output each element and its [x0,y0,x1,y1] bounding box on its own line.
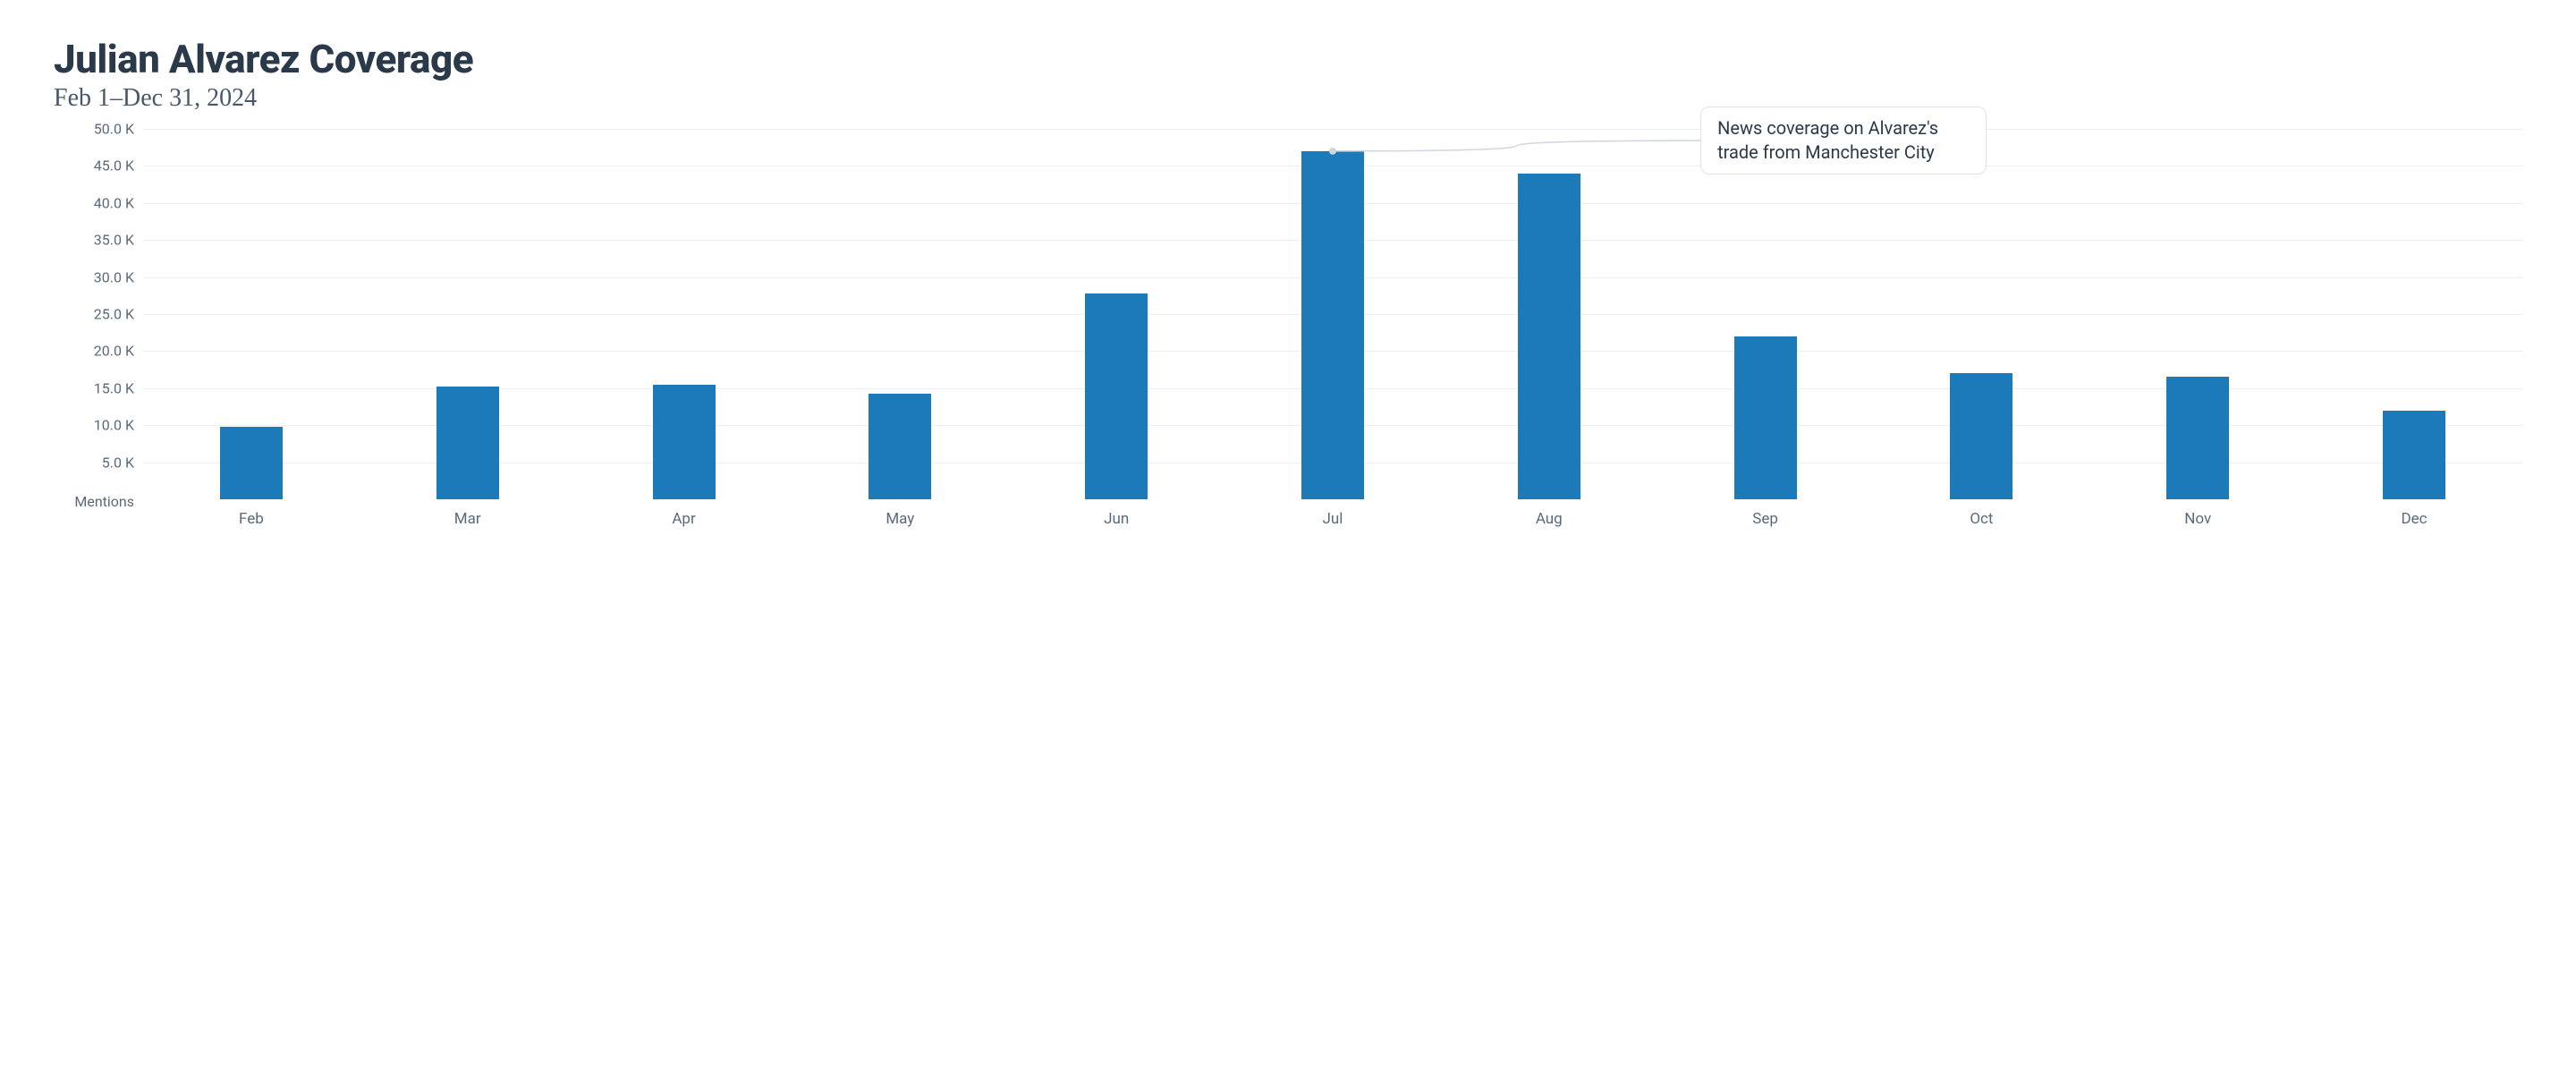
bar-cell [143,129,360,499]
chart-title: Julian Alvarez Coverage [54,36,2522,82]
x-tick-label: Feb [143,510,360,540]
y-tick-label: 5.0 K [102,454,134,471]
bar-cell [1008,129,1224,499]
y-tick-label: 25.0 K [94,306,134,323]
x-tick-label: Aug [1441,510,1657,540]
x-tick-label: Sep [1657,510,1874,540]
chart-container: Mentions 5.0 K 10.0 K 15.0 K 20.0 K 25.0 K 30… [54,129,2522,540]
x-tick-label: Dec [2306,510,2522,540]
bar-cell [360,129,576,499]
bar [1301,151,1364,499]
plot-area: FebMarAprMayJunJulAugSepOctNovDec News c… [143,129,2522,540]
y-tick-label: 45.0 K [94,157,134,174]
bar [1950,373,2012,499]
x-tick-label: Oct [1874,510,2090,540]
annotation-callout: News coverage on Alvarez's trade from Ma… [1700,106,1987,174]
bar [1734,336,1797,499]
bar [436,387,499,499]
bar [869,394,931,499]
bar-cell [1441,129,1657,499]
y-tick-label: 30.0 K [94,268,134,285]
x-tick-label: Jun [1008,510,1224,540]
x-tick-label: Nov [2089,510,2306,540]
bars-row [143,129,2522,499]
x-axis-labels: FebMarAprMayJunJulAugSepOctNovDec [143,510,2522,540]
bar-cell [792,129,1008,499]
y-tick-label: 10.0 K [94,417,134,434]
bar [2166,377,2229,499]
bar-cell [576,129,792,499]
y-tick-label: 20.0 K [94,343,134,360]
bar [1518,174,1580,499]
chart-header: Julian Alvarez Coverage Feb 1–Dec 31, 20… [54,36,2522,113]
y-tick-label: 35.0 K [94,232,134,249]
bar [653,385,716,499]
x-tick-label: Jul [1224,510,1441,540]
bar-cell [1874,129,2090,499]
bar [220,427,283,499]
y-tick-label: 15.0 K [94,379,134,396]
y-tick-label: 50.0 K [94,121,134,138]
chart-subtitle: Feb 1–Dec 31, 2024 [54,84,2522,113]
x-tick-label: Mar [360,510,576,540]
bar-cell [1224,129,1441,499]
bar [2383,411,2445,499]
y-tick-label: 40.0 K [94,194,134,211]
x-tick-label: Apr [576,510,792,540]
y-axis: Mentions 5.0 K 10.0 K 15.0 K 20.0 K 25.0 K 30… [54,129,143,540]
bar [1085,293,1148,499]
x-tick-label: May [792,510,1008,540]
y-axis-title: Mentions [74,493,134,510]
bar-cell [2089,129,2306,499]
bar-cell [2306,129,2522,499]
bar-cell [1657,129,1874,499]
